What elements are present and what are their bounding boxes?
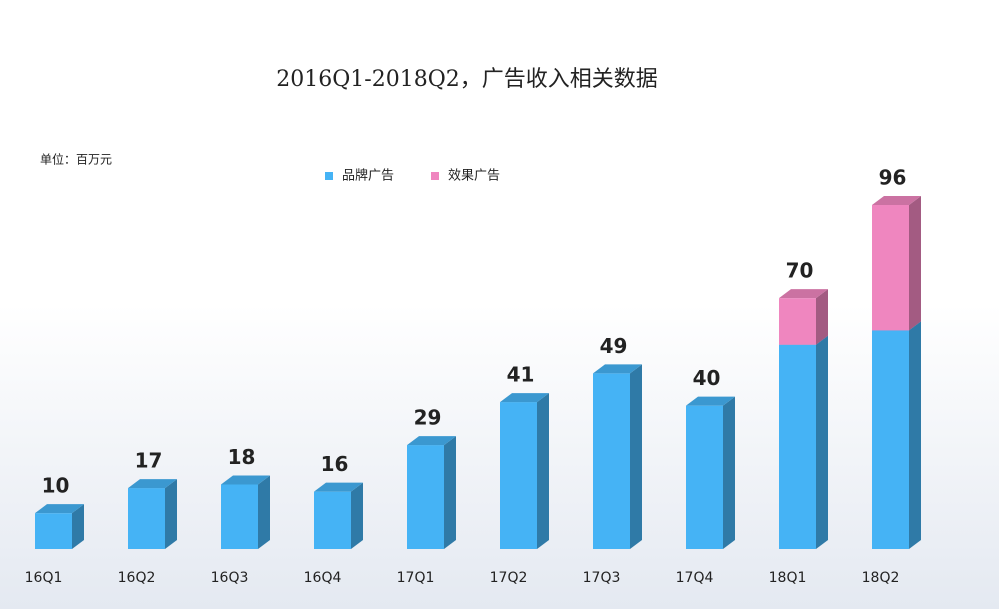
- chart-title: 2016Q1-2018Q2，广告收入相关数据: [276, 67, 657, 92]
- bar-side: [723, 396, 735, 549]
- bar-side: [816, 335, 828, 549]
- x-tick-label: 17Q1: [397, 570, 435, 586]
- legend-swatch: [325, 172, 333, 180]
- unit-label: 单位：百万元: [40, 152, 112, 167]
- bar: [35, 513, 72, 549]
- bar-top: [35, 504, 84, 514]
- bar-side: [909, 321, 921, 549]
- bar-side: [444, 436, 456, 549]
- x-tick-label: 17Q3: [583, 570, 621, 586]
- x-tick-label: 16Q2: [118, 570, 156, 586]
- total-label: 41: [507, 363, 535, 387]
- legend-swatch: [431, 172, 439, 180]
- bar-top: [872, 196, 921, 205]
- bar-top: [779, 289, 828, 299]
- total-label: 16: [321, 452, 349, 476]
- x-tick-label: 17Q4: [676, 570, 714, 586]
- bar-side: [165, 479, 177, 549]
- bar: [686, 405, 723, 549]
- bar: [314, 491, 351, 549]
- total-label: 17: [135, 449, 163, 473]
- x-tick-label: 18Q1: [769, 570, 807, 586]
- bar-top: [128, 479, 177, 489]
- bar-top: [314, 482, 363, 492]
- bar-side: [258, 475, 270, 549]
- bar: [593, 373, 630, 549]
- bar-side: [537, 393, 549, 549]
- bar: [872, 330, 909, 549]
- x-tick-label: 17Q2: [490, 570, 528, 586]
- total-label: 70: [786, 259, 814, 283]
- bar-side: [816, 289, 828, 345]
- total-label: 18: [228, 445, 256, 469]
- bar: [407, 445, 444, 549]
- bar: [872, 205, 909, 331]
- legend-label: 效果广告: [448, 169, 500, 184]
- bar-side: [630, 364, 642, 549]
- bar: [779, 298, 816, 345]
- x-tick-label: 16Q1: [25, 570, 63, 586]
- total-label: 10: [42, 474, 70, 498]
- bar-side: [351, 482, 363, 549]
- total-label: 49: [600, 334, 628, 358]
- bar-top: [221, 475, 270, 485]
- total-label: 96: [879, 166, 907, 190]
- bar-top: [407, 436, 456, 446]
- bar: [128, 488, 165, 549]
- bar: [500, 402, 537, 549]
- bar: [221, 484, 258, 549]
- total-label: 40: [693, 366, 721, 390]
- bar-top: [593, 364, 642, 374]
- bar-top: [500, 393, 549, 403]
- x-tick-label: 18Q2: [862, 570, 900, 586]
- total-label: 29: [414, 406, 442, 430]
- x-tick-label: 16Q4: [304, 570, 342, 586]
- x-tick-label: 16Q3: [211, 570, 249, 586]
- bar-top: [686, 396, 735, 406]
- legend-label: 品牌广告: [342, 168, 394, 184]
- bar: [779, 344, 816, 549]
- bar-side: [909, 196, 921, 331]
- bar-side: [72, 504, 84, 549]
